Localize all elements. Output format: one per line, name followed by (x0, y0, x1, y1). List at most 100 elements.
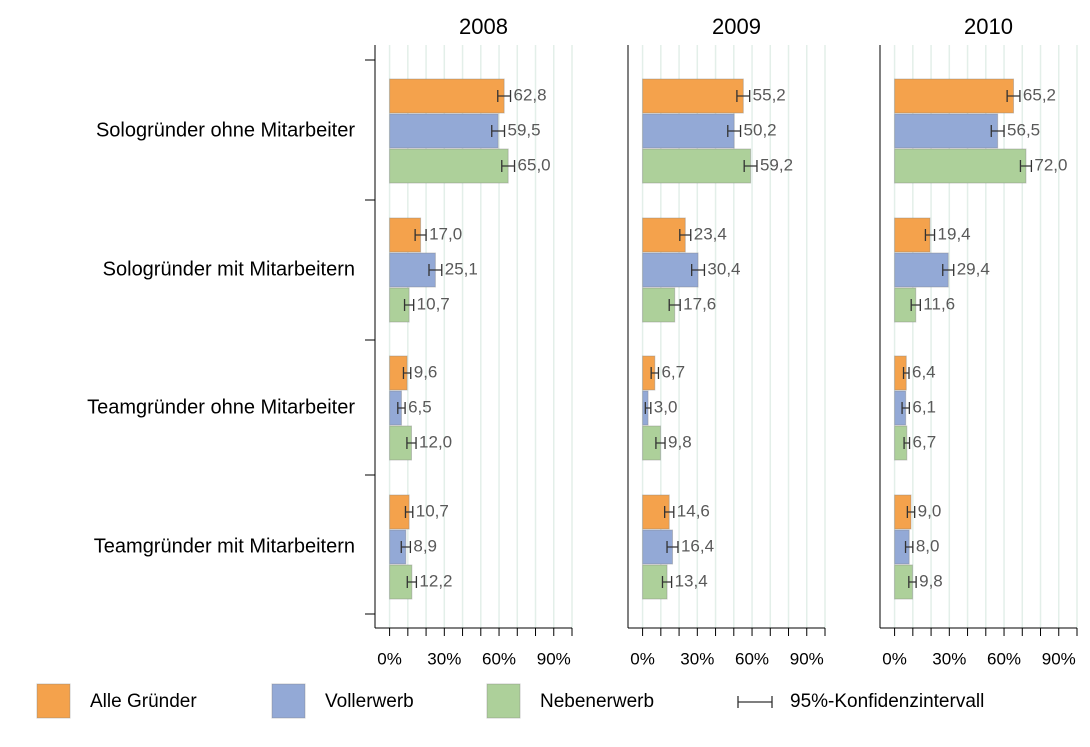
bar (389, 113, 499, 149)
x-tick-label: 60% (735, 649, 769, 668)
error-bar (910, 299, 921, 311)
bar (389, 148, 509, 184)
legend-label: Alle Gründer (90, 691, 197, 712)
data-label: 6,7 (913, 432, 937, 451)
error-bar (655, 437, 666, 449)
data-label: 16,4 (681, 536, 714, 555)
error-bar (406, 437, 417, 449)
bar (894, 78, 1015, 114)
error-bar (666, 541, 679, 553)
error-bar (650, 367, 660, 379)
error-bar (668, 299, 681, 311)
error-bar (903, 437, 911, 449)
error-bar (403, 299, 415, 311)
data-label: 6,4 (912, 362, 936, 381)
error-bar (497, 90, 512, 102)
error-bar (400, 541, 412, 553)
error-bar (727, 125, 742, 137)
x-tick-label: 90% (537, 649, 571, 668)
error-bar (664, 506, 675, 518)
data-label: 9,8 (668, 432, 692, 451)
bar (642, 78, 744, 114)
category-label: Teamgründer mit Mitarbeitern (94, 535, 355, 557)
panel-title: 2009 (712, 14, 761, 39)
bar (642, 217, 686, 253)
error-bar (902, 367, 910, 379)
error-bar (397, 402, 406, 414)
error-bar (942, 264, 955, 276)
data-label: 56,5 (1007, 120, 1040, 139)
data-label: 17,0 (429, 224, 462, 243)
x-tick-label: 30% (680, 649, 714, 668)
data-label: 62,8 (514, 85, 547, 104)
data-label: 65,2 (1023, 85, 1056, 104)
bar (894, 252, 949, 288)
bar (389, 252, 436, 288)
data-label: 12,2 (419, 571, 452, 590)
bar (389, 78, 505, 114)
data-label: 3,0 (654, 397, 678, 416)
data-label: 6,5 (408, 397, 432, 416)
data-label: 30,4 (707, 259, 740, 278)
bar (642, 148, 752, 184)
data-label: 13,4 (675, 571, 708, 590)
data-label: 9,8 (919, 571, 943, 590)
error-bar (661, 576, 673, 588)
data-label: 29,4 (957, 259, 990, 278)
error-bar (736, 90, 751, 102)
data-label: 25,1 (445, 259, 478, 278)
data-label: 59,5 (508, 120, 541, 139)
x-tick-label: 0% (882, 649, 907, 668)
data-label: 6,1 (912, 397, 936, 416)
error-bar (644, 402, 652, 414)
bar (894, 148, 1027, 184)
bar (894, 217, 931, 253)
data-label: 14,6 (677, 501, 710, 520)
x-tick-label: 30% (932, 649, 966, 668)
data-label: 23,4 (694, 224, 727, 243)
error-bar (428, 264, 443, 276)
x-tick-label: 90% (790, 649, 824, 668)
error-bar (906, 506, 916, 518)
error-bar (1019, 160, 1033, 172)
data-label: 8,9 (413, 536, 437, 555)
error-bar (990, 125, 1005, 137)
data-label: 59,2 (760, 155, 793, 174)
error-bar (1006, 90, 1021, 102)
data-label: 9,6 (414, 362, 438, 381)
data-label: 65,0 (518, 155, 551, 174)
error-bar (924, 229, 936, 241)
panel-title: 2008 (459, 14, 508, 39)
data-label: 19,4 (938, 224, 971, 243)
bar (642, 252, 699, 288)
error-bar (679, 229, 692, 241)
error-bar (901, 402, 911, 414)
legend-error-symbol (737, 696, 773, 708)
data-label: 12,0 (419, 432, 452, 451)
error-bar (402, 367, 412, 379)
data-label: 55,2 (753, 85, 786, 104)
legend-label: Nebenerwerb (540, 691, 654, 712)
error-bar (501, 160, 516, 172)
category-label: Sologründer ohne Mitarbeiter (96, 119, 355, 141)
data-label: 10,7 (416, 501, 449, 520)
error-bar (406, 576, 418, 588)
category-label: Sologründer mit Mitarbeitern (103, 258, 355, 280)
legend-swatch (271, 683, 306, 719)
panel-title: 2010 (964, 14, 1013, 39)
x-tick-label: 60% (987, 649, 1021, 668)
bar (642, 113, 735, 149)
bar (894, 113, 999, 149)
x-tick-label: 60% (482, 649, 516, 668)
x-tick-label: 90% (1042, 649, 1076, 668)
error-bar (404, 506, 414, 518)
data-label: 50,2 (744, 120, 777, 139)
data-label: 72,0 (1034, 155, 1067, 174)
data-label: 17,6 (683, 294, 716, 313)
x-tick-label: 0% (630, 649, 655, 668)
category-label: Teamgründer ohne Mitarbeiter (87, 396, 355, 418)
error-bar (414, 229, 427, 241)
legend-label: 95%-Konfidenzintervall (790, 691, 984, 712)
error-bar (908, 576, 917, 588)
